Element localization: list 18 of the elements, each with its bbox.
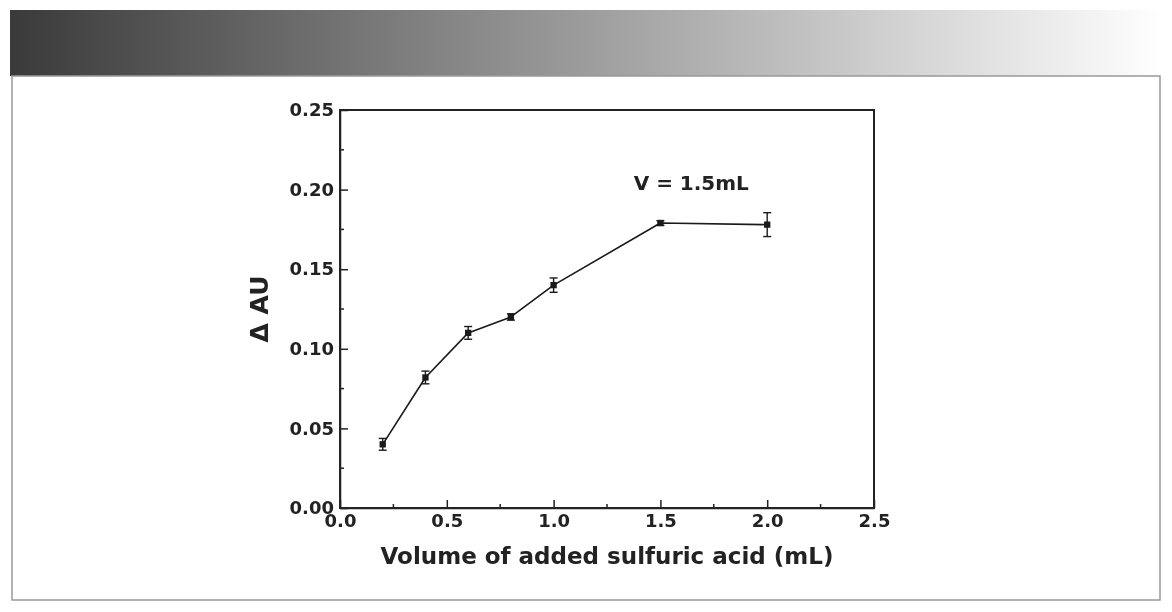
x-tick-label: 1.5 <box>644 509 677 531</box>
y-tick-label: 0.15 <box>289 258 334 280</box>
x-axis-title: Volume of added sulfuric acid (mL) <box>380 543 834 569</box>
y-tick-label: 0.25 <box>289 99 334 121</box>
x-tick-label: 0.5 <box>431 509 464 531</box>
y-tick-label: 0.05 <box>289 417 334 439</box>
point <box>550 281 557 289</box>
x-tick-label: 2.0 <box>751 509 784 531</box>
x-tick-label: 1.0 <box>538 509 571 531</box>
y-axis-title: Δ AU <box>245 275 274 343</box>
annotation: V = 1.5mL <box>633 171 750 195</box>
point <box>379 441 386 448</box>
y-tick-label: 0.20 <box>289 178 334 200</box>
x-tick-label: 2.5 <box>858 509 891 531</box>
y-tick-label: 0.10 <box>289 338 334 360</box>
point <box>422 374 429 381</box>
point <box>465 329 472 337</box>
point <box>764 221 771 228</box>
